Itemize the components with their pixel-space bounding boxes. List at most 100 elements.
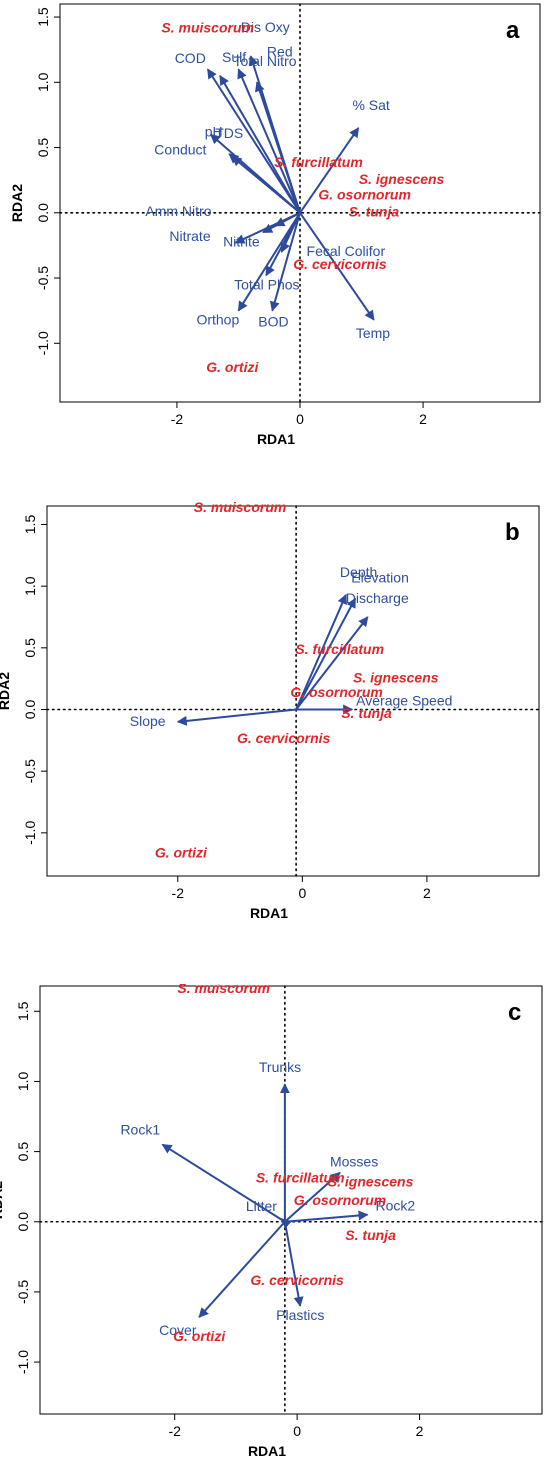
vector-depth (295, 593, 347, 710)
species-label-s-tunja: S. tunja (345, 1227, 396, 1243)
vector-label-total-nitro: Total Nitro (233, 53, 296, 69)
vector-orthop (237, 212, 301, 312)
panel-letter: c (508, 999, 521, 1026)
vector-slope (176, 708, 297, 726)
vector-label-rock2: Rock2 (376, 1198, 416, 1214)
vector-label-discharge: Discharge (346, 590, 409, 606)
vector-bod (269, 212, 301, 312)
y-tick-label: 1.0 (35, 72, 51, 92)
y-tick-label: -0.5 (15, 1280, 31, 1304)
vector-label-rock1: Rock1 (120, 1122, 160, 1138)
vector-label-nitrite: Nitrite (223, 233, 260, 249)
y-tick-label: 1.0 (15, 1071, 31, 1091)
y-axis-title: RDA2 (0, 1181, 5, 1219)
y-tick-label: -1.0 (15, 1350, 31, 1374)
vector-label-mosses: Mosses (330, 1154, 378, 1170)
vector-mosses (284, 1171, 341, 1223)
species-label-s-furcillatum: S. furcillatum (274, 154, 363, 170)
vector-label-sat: % Sat (352, 97, 389, 113)
panel-letter: b (505, 519, 520, 546)
x-axis-title: RDA1 (248, 1443, 286, 1459)
y-tick-label: 0.5 (15, 1142, 31, 1162)
rda-plot-a: -2 0 2 -1.0 -0.5 0.0 0.5 1.0 1.5 RDA1 RDA2 a COD Sulf… (9, 3, 541, 447)
vector-label-red: Red (267, 43, 293, 59)
y-axis-title: RDA2 (9, 184, 25, 222)
y-axis-title: RDA2 (0, 672, 12, 710)
x-tick-label: -2 (172, 885, 185, 901)
vector-sulf (219, 74, 301, 214)
vector-label-total-phos: Total Phos (234, 276, 299, 292)
vector-rock2 (284, 1210, 369, 1223)
species-label-s-muiscorum: S. muiscorum (194, 499, 287, 515)
y-tick-label: -1.0 (22, 821, 38, 845)
vector-label-litter: Litter (246, 1198, 277, 1214)
y-tick-label: 0.0 (15, 1212, 31, 1232)
species-label-s-ignescens: S. ignescens (359, 171, 445, 187)
vector-label-slope: Slope (130, 713, 166, 729)
rda-panel-a: -2 0 2 -1.0 -0.5 0.0 0.5 1.0 1.5 RDA1 RDA2 a COD Sulf… (0, 0, 546, 492)
vector-label-ph: pH (205, 123, 223, 139)
species-label-g-cervicornis: G. cervicornis (293, 256, 387, 272)
vector-red (254, 81, 301, 214)
y-tick-label: -0.5 (35, 266, 51, 290)
vector-label-amm-nitro: Amm Nitro (145, 203, 211, 219)
y-tick-label: 0.5 (35, 138, 51, 158)
x-tick-label: 2 (416, 1423, 424, 1439)
vector-label-trunks: Trunks (259, 1059, 301, 1075)
species-label-s-muiscorum: S. muiscorum (177, 984, 270, 996)
vector-rock1 (161, 1143, 286, 1223)
species-label-g-osornorum: G. osornorum (318, 187, 411, 203)
panel-letter: a (506, 17, 520, 44)
vector-discharge (295, 616, 369, 711)
y-tick-label: 0.0 (35, 203, 51, 223)
species-label-s-muiscorum: S. muiscorum (161, 20, 254, 36)
y-tick-label: 0.0 (22, 700, 38, 720)
species-label-s-furcillatum: S. furcillatum (295, 641, 384, 657)
vector-cover (198, 1221, 286, 1318)
vector-nitrite (262, 211, 301, 234)
rda-panel-c: -2 0 2 -1.0 -0.5 0.0 0.5 1.0 1.5 RDA1 RDA2 c Trunks R… (0, 984, 546, 1476)
species-label-g-cervicornis: G. cervicornis (250, 1272, 344, 1288)
x-tick-label: 0 (293, 1423, 301, 1439)
x-axis-title: RDA1 (257, 431, 295, 447)
vector-label-cover: Cover (159, 1322, 197, 1338)
y-tick-label: 1.5 (35, 7, 51, 27)
species-label-s-tunja: S. tunja (349, 204, 400, 220)
y-tick-label: -0.5 (22, 759, 38, 783)
y-tick-label: -1.0 (35, 331, 51, 355)
vector-temp (299, 212, 375, 321)
vector-label-conduct: Conduct (154, 142, 206, 158)
species-label-s-tunja: S. tunja (341, 705, 392, 721)
vector-label-elevation: Elevation (351, 570, 409, 586)
vector-conduct (231, 155, 301, 214)
x-axis-title: RDA1 (250, 905, 288, 921)
vector-total-nitro (237, 68, 301, 214)
species-label-g-osornorum: G. osornorum (290, 684, 383, 700)
x-tick-label: 0 (296, 411, 304, 427)
species-label-s-ignescens: S. ignescens (328, 1174, 414, 1190)
vector-cod (206, 68, 301, 214)
species-label-g-osornorum: G. osornorum (294, 1192, 387, 1208)
species-label-g-ortizi: G. ortizi (173, 1328, 226, 1344)
x-tick-label: -2 (171, 411, 184, 427)
vector-elevation (295, 597, 357, 710)
x-tick-label: 0 (298, 885, 306, 901)
rda-panel-b: -2 0 2 -1.0 -0.5 0.0 0.5 1.0 1.5 RDA1 RDA2 b Depth El… (0, 492, 546, 984)
vector-label-orthop: Orthop (196, 312, 239, 328)
y-tick-label: 1.5 (22, 515, 38, 535)
vector-label-temp: Temp (356, 325, 390, 341)
vector-label-bod: BOD (258, 314, 288, 330)
vector-label-sulf: Sulf (222, 49, 246, 65)
vector-label-dis-oxy: Dis Oxy (241, 19, 290, 35)
x-tick-label: 2 (423, 885, 431, 901)
vector-label-tds: TDS (215, 125, 243, 141)
species-label-s-furcillatum: S. furcillatum (256, 1169, 345, 1185)
x-tick-label: -2 (168, 1423, 181, 1439)
vector-plastics (283, 1221, 304, 1307)
vector-label-fecal-colifor: Fecal Colifor (307, 243, 386, 259)
x-tick-label: 2 (419, 411, 427, 427)
rda-plot-b: -2 0 2 -1.0 -0.5 0.0 0.5 1.0 1.5 RDA1 RDA2 b DepthEl… (0, 499, 540, 921)
y-tick-label: 0.5 (22, 638, 38, 658)
vector-sat (299, 127, 360, 214)
species-label-g-cervicornis: G. cervicornis (237, 730, 331, 746)
